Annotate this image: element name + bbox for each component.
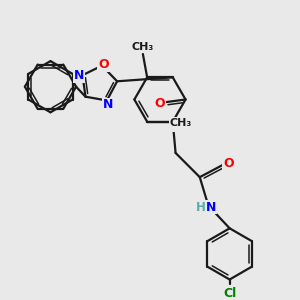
Text: H: H bbox=[195, 201, 205, 214]
Text: O: O bbox=[223, 157, 233, 170]
Text: Cl: Cl bbox=[223, 287, 236, 300]
Text: N: N bbox=[206, 201, 216, 214]
Text: O: O bbox=[98, 58, 109, 71]
Text: CH₃: CH₃ bbox=[132, 42, 154, 52]
Text: N: N bbox=[74, 69, 84, 82]
Text: N: N bbox=[172, 118, 182, 131]
Text: CH₃: CH₃ bbox=[169, 118, 192, 128]
Text: N: N bbox=[103, 98, 113, 111]
Text: O: O bbox=[154, 97, 165, 110]
